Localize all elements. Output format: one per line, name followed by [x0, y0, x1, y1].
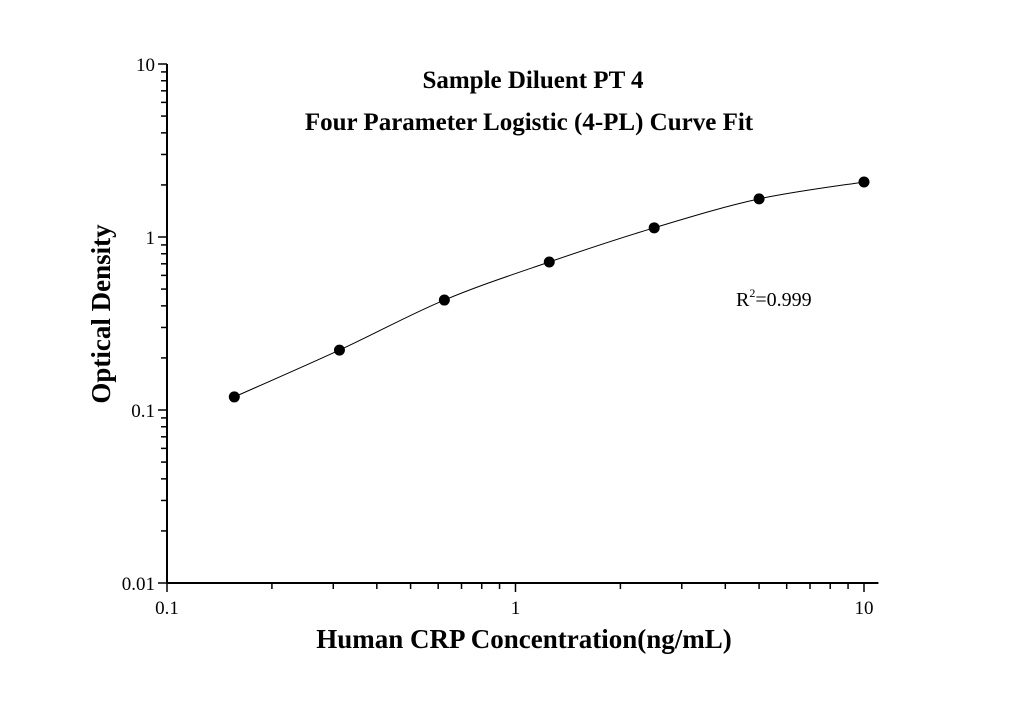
r-squared-value: =0.999 [755, 289, 811, 311]
y-tick-label: 0.1 [131, 401, 155, 422]
x-tick-label: 10 [855, 598, 874, 619]
r-squared-superscript: 2 [749, 286, 755, 300]
data-point [438, 294, 450, 306]
data-point [543, 256, 555, 268]
data-points [228, 176, 870, 403]
y-tick-label: 1 [146, 228, 156, 249]
y-axis-label: Optical Density [86, 224, 116, 404]
data-point [753, 193, 765, 205]
data-point [648, 222, 660, 234]
x-tick-label: 0.1 [155, 598, 179, 619]
x-axis-label: Human CRP Concentration(ng/mL) [316, 624, 732, 654]
chart-title-line2: Four Parameter Logistic (4-PL) Curve Fit [305, 109, 754, 136]
data-point [858, 176, 870, 188]
data-point [228, 391, 240, 403]
data-point [333, 344, 345, 356]
x-tick-label: 1 [511, 598, 521, 619]
y-tick-label: 0.01 [122, 574, 155, 595]
chart-title-line1: Sample Diluent PT 4 [422, 67, 644, 94]
y-tick-label: 10 [136, 55, 155, 76]
r-squared-prefix: R [736, 289, 750, 311]
r-squared-annotation: R2=0.999 [736, 286, 812, 311]
